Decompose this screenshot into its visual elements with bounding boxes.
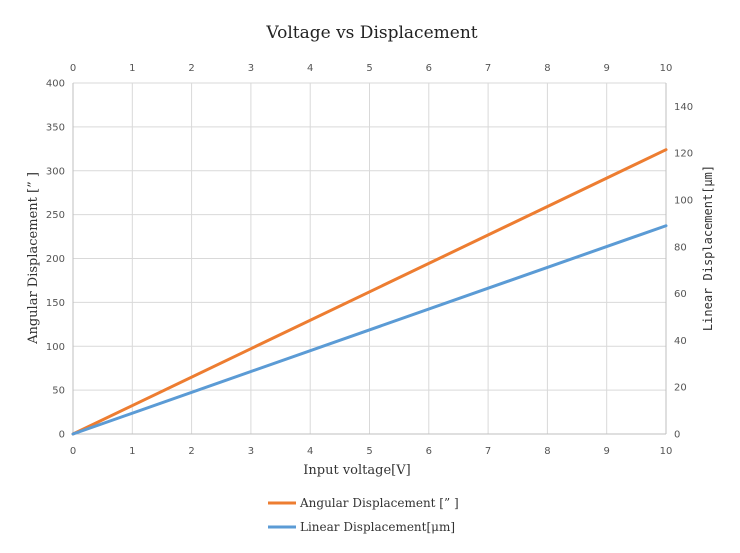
y-right-tick-label: 0	[674, 430, 680, 441]
x-tick-label-bottom: 2	[188, 446, 194, 457]
y-left-tick-label: 250	[46, 210, 65, 221]
x-tick-label-bottom: 3	[248, 446, 254, 457]
y-left-tick-label: 50	[52, 386, 65, 397]
y-right-tick-label: 20	[674, 383, 687, 394]
y-left-tick-label: 150	[46, 298, 65, 309]
y-right-tick-label: 80	[674, 242, 687, 253]
y-right-tick-label: 140	[674, 102, 693, 113]
legend: Angular Displacement [” ] Linear Displac…	[268, 496, 459, 534]
legend-label-linear: Linear Displacement[μm]	[300, 520, 455, 534]
x-tick-label-bottom: 5	[366, 446, 372, 457]
x-tick-label-top: 7	[485, 63, 491, 74]
y-left-tick-label: 100	[46, 342, 65, 353]
y-right-tick-label: 60	[674, 289, 687, 300]
x-tick-label-bottom: 9	[604, 446, 610, 457]
y-axis-right-label: Linear Displacement[μm]	[701, 165, 715, 331]
x-tick-label-top: 0	[70, 63, 76, 74]
y-left-tick-label: 300	[46, 166, 65, 177]
y-axis-left-label: Angular Displacement [” ]	[26, 172, 41, 345]
series-line-angular	[71, 148, 668, 436]
y-left-tick-label: 350	[46, 122, 65, 133]
y-right-tick-label: 100	[674, 196, 693, 207]
x-tick-label-top: 1	[129, 63, 135, 74]
x-tick-label-top: 3	[248, 63, 254, 74]
x-tick-label-top: 9	[604, 63, 610, 74]
legend-label-angular: Angular Displacement [” ]	[299, 496, 459, 510]
x-tick-label-bottom: 6	[426, 446, 432, 457]
y-left-tick-label: 0	[59, 430, 65, 441]
x-axis-label: Input voltage[V]	[303, 463, 410, 478]
x-tick-label-top: 6	[426, 63, 432, 74]
x-tick-label-top: 10	[660, 63, 673, 74]
x-tick-label-top: 2	[188, 63, 194, 74]
x-tick-label-bottom: 8	[544, 446, 550, 457]
x-tick-label-bottom: 4	[307, 446, 313, 457]
y-right-tick-label: 120	[674, 149, 693, 160]
x-tick-label-bottom: 1	[129, 446, 135, 457]
y-right-tick-label: 40	[674, 336, 687, 347]
x-tick-label-bottom: 10	[660, 446, 673, 457]
x-tick-label-bottom: 0	[70, 446, 76, 457]
tick-labels: 0011223344556677889910100501001502002503…	[46, 63, 693, 457]
x-tick-label-bottom: 7	[485, 446, 491, 457]
x-tick-label-top: 8	[544, 63, 550, 74]
y-left-tick-label: 400	[46, 79, 65, 90]
x-tick-label-top: 5	[366, 63, 372, 74]
y-left-tick-label: 200	[46, 254, 65, 265]
grid	[72, 82, 667, 435]
series-lines	[71, 148, 668, 436]
chart-title: Voltage vs Displacement	[265, 23, 477, 43]
x-tick-label-top: 4	[307, 63, 313, 74]
series-line-linear	[71, 224, 668, 436]
